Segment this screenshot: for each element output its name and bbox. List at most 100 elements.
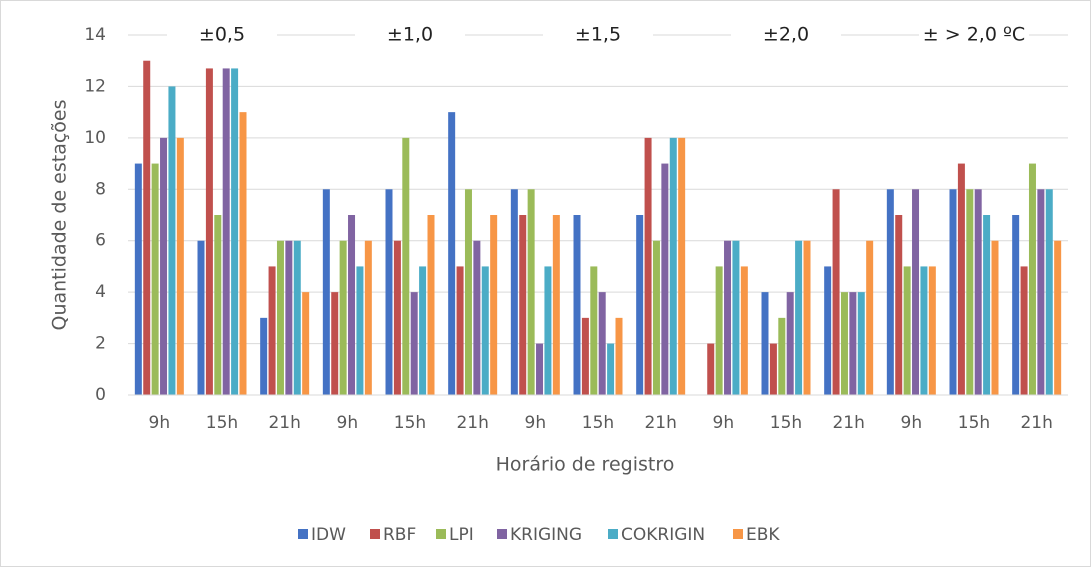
bar — [464, 189, 472, 395]
group-label: ±0,5 — [199, 24, 245, 46]
bar — [840, 292, 848, 395]
bar — [385, 189, 393, 395]
bar — [669, 137, 677, 395]
annotation-background — [355, 19, 465, 51]
y-tick-label: 14 — [84, 25, 106, 45]
bar — [536, 343, 544, 395]
bar — [652, 240, 660, 395]
bar — [573, 215, 581, 395]
legend-swatch — [733, 529, 743, 539]
bar — [949, 189, 957, 395]
bar — [615, 317, 623, 395]
x-tick-label: 21h — [644, 413, 676, 433]
y-tick-label: 8 — [95, 179, 106, 199]
bar — [795, 240, 803, 395]
bar — [1012, 215, 1020, 395]
x-tick-label: 9h — [149, 413, 171, 433]
bar — [707, 343, 715, 395]
bar — [607, 343, 615, 395]
legend-label: KRIGING — [510, 525, 582, 545]
x-tick-label: 9h — [525, 413, 547, 433]
bar — [481, 266, 489, 395]
bar — [761, 292, 769, 395]
bar — [419, 266, 427, 395]
bar — [1037, 189, 1045, 395]
bar — [456, 266, 464, 395]
bar — [1028, 163, 1036, 395]
bar — [544, 266, 552, 395]
x-tick-label: 15h — [958, 413, 990, 433]
x-tick-label: 21h — [1020, 413, 1052, 433]
x-tick-label: 9h — [901, 413, 923, 433]
bar — [740, 266, 748, 395]
legend-label: LPI — [449, 525, 474, 545]
bar — [974, 189, 982, 395]
bar — [134, 163, 142, 395]
bar — [598, 292, 606, 395]
bar — [832, 189, 840, 395]
x-tick-label: 21h — [832, 413, 864, 433]
bar — [903, 266, 911, 395]
x-tick-label: 15h — [394, 413, 426, 433]
group-label: ± > 2,0 ºC — [923, 24, 1025, 46]
bar — [778, 317, 786, 395]
bar — [1054, 240, 1062, 395]
annotation-background — [731, 19, 841, 51]
bar — [678, 137, 686, 395]
group-label: ±2,0 — [763, 24, 809, 46]
bar — [636, 215, 644, 395]
bar — [197, 240, 205, 395]
y-tick-label: 2 — [95, 334, 106, 354]
bar — [402, 137, 410, 395]
legend-swatch — [436, 529, 446, 539]
y-axis-title: Quantidade de estações — [49, 99, 71, 330]
bar — [410, 292, 418, 395]
bar — [715, 266, 723, 395]
bar — [991, 240, 999, 395]
bar — [285, 240, 293, 395]
x-tick-label: 21h — [456, 413, 488, 433]
bar — [222, 68, 230, 395]
bar — [824, 266, 832, 395]
bar — [866, 240, 874, 395]
annotation-background — [919, 19, 1029, 51]
bar — [957, 163, 965, 395]
bar — [427, 215, 435, 395]
bar — [920, 266, 928, 395]
bar — [803, 240, 811, 395]
bar — [302, 292, 310, 395]
legend-label: EBK — [746, 525, 780, 545]
x-tick-label: 15h — [582, 413, 614, 433]
bar — [1045, 189, 1053, 395]
bar — [895, 215, 903, 395]
bar — [293, 240, 301, 395]
y-tick-label: 4 — [95, 282, 106, 302]
bar — [339, 240, 347, 395]
x-tick-label: 9h — [713, 413, 735, 433]
bar — [857, 292, 865, 395]
annotation-background — [167, 19, 277, 51]
y-tick-label: 0 — [95, 385, 106, 405]
bar — [448, 112, 456, 396]
x-tick-label: 15h — [206, 413, 238, 433]
bar — [886, 189, 894, 395]
bar — [552, 215, 560, 395]
bar — [239, 112, 247, 396]
bar — [769, 343, 777, 395]
bar — [348, 215, 356, 395]
legend-swatch — [497, 529, 507, 539]
x-tick-label: 9h — [337, 413, 359, 433]
bar — [732, 240, 740, 395]
legend-swatch — [608, 529, 618, 539]
bar — [661, 163, 669, 395]
group-label: ±1,0 — [387, 24, 433, 46]
legend-swatch — [298, 529, 308, 539]
x-tick-label: 15h — [770, 413, 802, 433]
bar — [364, 240, 372, 395]
bar — [168, 86, 176, 395]
bar — [473, 240, 481, 395]
annotation-background — [543, 19, 653, 51]
bar — [331, 292, 339, 395]
y-tick-label: 12 — [84, 76, 106, 96]
